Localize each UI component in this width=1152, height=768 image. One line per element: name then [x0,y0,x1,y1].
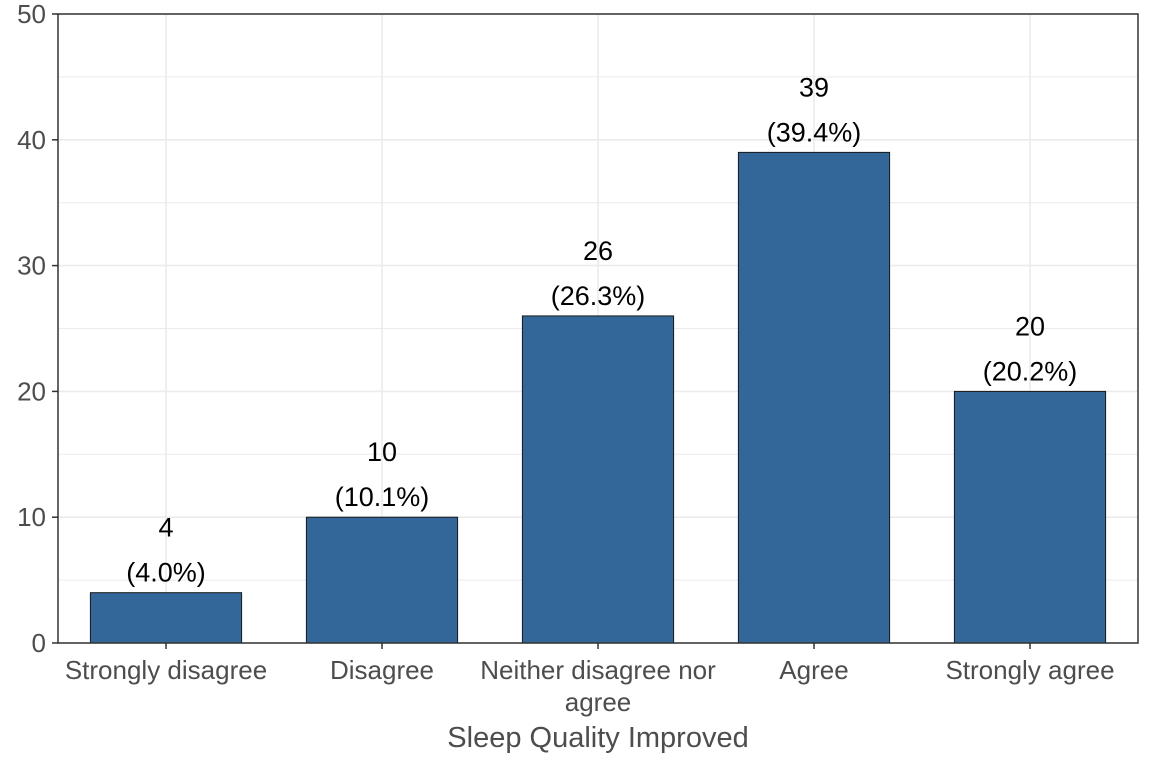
x-tick-label: Neither disagree nor agree [480,655,716,717]
data-labels: 4 (4.0%) 10 (10.1%) 26 (26.3%) 39 (39.4%) 20 (20.… [126,72,1077,587]
y-axis: 0 10 20 30 40 50 [17,0,58,658]
y-tick-label: 30 [17,251,46,281]
x-axis: Strongly disagree Disagree Neither disagre… [65,643,1115,717]
x-tick-label: Strongly disagree [65,655,267,685]
y-tick-label: 20 [17,376,46,406]
x-tick-label: Strongly agree [945,655,1114,685]
percent-label: (20.2%) [983,356,1078,386]
value-label: 39 [799,72,829,102]
percent-label: (39.4%) [767,117,862,147]
bar [953,390,1107,644]
value-label: 4 [158,513,173,543]
value-label: 10 [367,437,397,467]
bar [737,151,891,644]
value-label: 20 [1015,311,1045,341]
value-label: 26 [583,236,613,266]
x-tick-label: Disagree [330,655,434,685]
percent-label: (10.1%) [335,482,430,512]
bars [89,151,1107,644]
y-tick-label: 10 [17,502,46,532]
bar [89,592,243,644]
percent-label: (4.0%) [126,558,206,588]
x-tick-label: Agree [779,655,848,685]
bar [305,516,459,644]
y-tick-label: 0 [32,628,46,658]
y-tick-label: 50 [17,0,46,29]
percent-label: (26.3%) [551,281,646,311]
x-axis-title: Sleep Quality Improved [447,722,748,754]
bar [521,315,675,644]
y-tick-label: 40 [17,125,46,155]
